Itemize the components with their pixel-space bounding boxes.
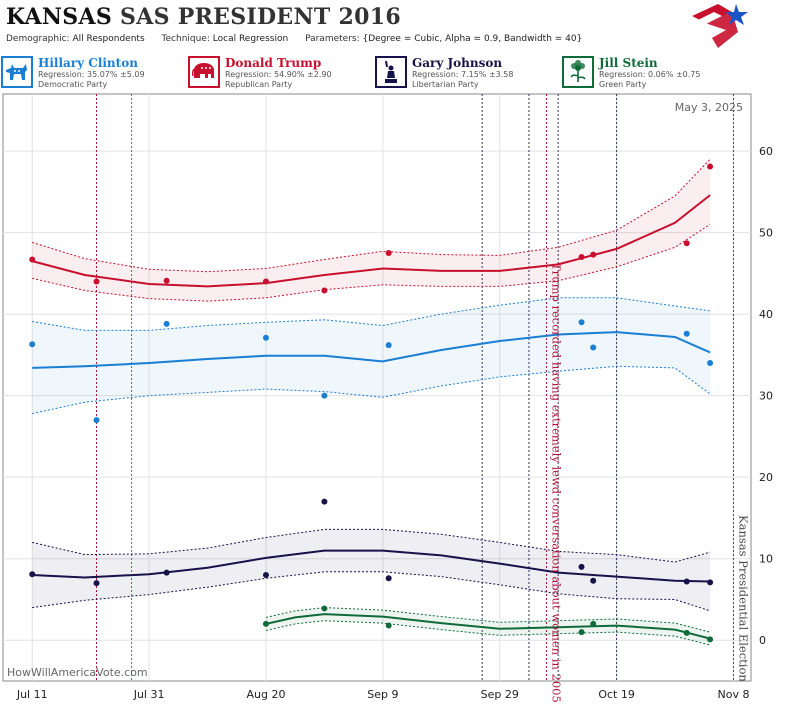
x-tick-label: Jul 11	[16, 688, 48, 701]
trend-line	[32, 549, 711, 583]
poll-point	[707, 579, 714, 586]
candidate-card-stein: Jill Stein Regression: 0.06% ±0.75 Green…	[561, 55, 749, 91]
liberty-statue-icon	[375, 56, 407, 88]
series-hillary-clinton	[29, 297, 714, 424]
poll-point	[590, 344, 597, 351]
poll-point	[93, 278, 100, 285]
x-tick-label: Oct 19	[598, 688, 635, 701]
y-tick-label: 10	[759, 553, 773, 566]
candidate-card-trump: Donald Trump Regression: 54.90% ±2.90 Re…	[187, 55, 375, 91]
confidence-band	[32, 529, 711, 611]
x-tick-label: Jul 31	[133, 688, 165, 701]
watermark-text: HowWillAmericaVote.com	[7, 666, 148, 679]
poll-point	[262, 572, 269, 579]
poll-point	[321, 287, 328, 294]
lower-bound-line	[32, 223, 711, 302]
confidence-band	[32, 297, 711, 414]
poll-point	[163, 320, 170, 327]
poll-point	[590, 620, 597, 627]
y-tick-label: 0	[759, 634, 766, 647]
parameters-line: Demographic: All Respondents Technique: …	[6, 34, 583, 44]
series-jill-stein	[262, 605, 714, 646]
x-tick-label: Aug 20	[246, 688, 285, 701]
poll-point	[262, 278, 269, 285]
poll-point	[321, 498, 328, 505]
poll-point	[29, 341, 36, 348]
poll-point	[683, 578, 690, 585]
poll-point	[93, 417, 100, 424]
poll-point	[385, 575, 392, 582]
plot-area	[2, 93, 752, 682]
x-tick-label: Sep 29	[481, 688, 519, 701]
poll-point	[29, 256, 36, 263]
poll-point	[578, 563, 585, 570]
poll-point	[683, 629, 690, 636]
y-tick-label: 50	[759, 227, 773, 240]
poll-point	[707, 636, 714, 643]
candidate-card-clinton: Hillary Clinton Regression: 35.07% ±5.09…	[0, 55, 188, 91]
site-logo-icon	[692, 4, 748, 48]
upper-bound-line	[265, 607, 711, 633]
donkey-icon	[1, 56, 33, 88]
candidate-card-johnson: Gary Johnson Regression: 7.15% ±3.58 Lib…	[374, 55, 562, 91]
y-tick-label: 30	[759, 390, 773, 403]
poll-point	[29, 571, 36, 578]
poll-point	[590, 577, 597, 584]
page-title: KANSAS SAS PRESIDENT 2016	[6, 4, 401, 30]
poll-point	[578, 629, 585, 636]
date-label: May 3, 2025	[675, 101, 743, 114]
poll-point	[321, 605, 328, 612]
poll-point	[683, 240, 690, 247]
trend-line	[265, 613, 711, 640]
trend-line	[31, 194, 711, 288]
lower-bound-line	[32, 365, 711, 415]
poll-point	[385, 342, 392, 349]
poll-point	[385, 622, 392, 629]
x-tick-label: Nov 8	[717, 688, 749, 701]
lower-bound-line	[265, 620, 711, 646]
series-gary-johnson	[29, 498, 714, 612]
poll-point	[262, 620, 269, 627]
upper-bound-line	[32, 297, 711, 331]
trend-line	[32, 331, 711, 369]
poll-point	[578, 254, 585, 261]
upper-bound-line	[32, 158, 711, 273]
y-tick-label: 60	[759, 145, 773, 158]
x-tick-label: Sep 9	[367, 688, 398, 701]
poll-point	[321, 392, 328, 399]
annotation-text: Trump recorded having extremely lewd con…	[549, 263, 563, 703]
lower-bound-line	[32, 571, 711, 612]
poll-point	[590, 251, 597, 258]
poll-point	[385, 249, 392, 256]
poll-point	[163, 569, 170, 576]
poll-point	[262, 334, 269, 341]
poll-point	[707, 163, 714, 170]
poll-point	[163, 277, 170, 284]
series-donald-trump	[29, 158, 714, 302]
y-tick-label: 40	[759, 308, 773, 321]
y-tick-label: 20	[759, 471, 773, 484]
poll-point	[707, 360, 714, 367]
flower-icon	[562, 56, 594, 88]
annotation-text: Kansas Presidential Election	[736, 515, 750, 682]
poll-point	[683, 330, 690, 337]
elephant-icon	[188, 56, 220, 88]
upper-bound-line	[32, 528, 711, 563]
poll-point	[578, 319, 585, 326]
poll-point	[93, 580, 100, 587]
